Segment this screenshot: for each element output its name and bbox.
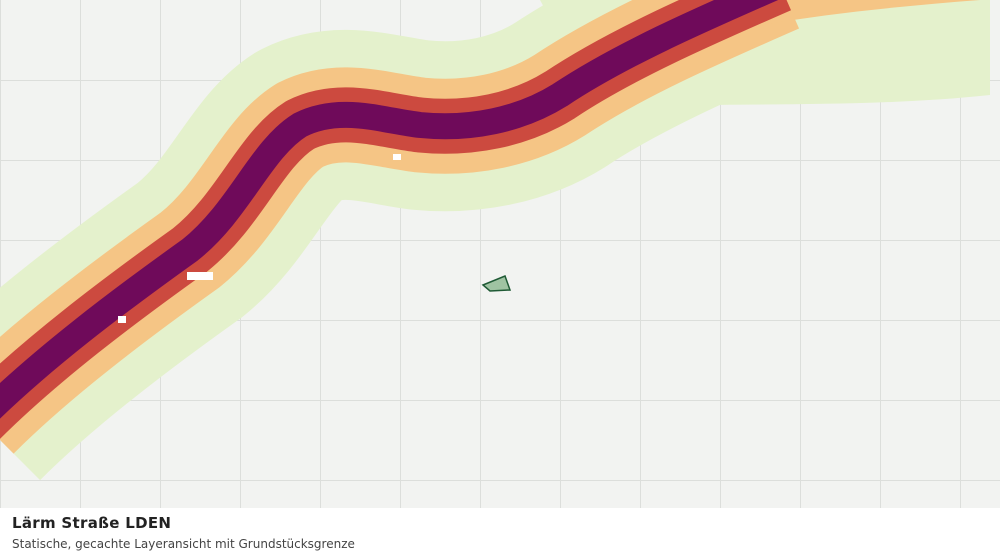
layer-title: Lärm Straße LDEN <box>12 514 172 532</box>
noise-bands <box>0 0 990 481</box>
noise-band-65db <box>0 0 779 419</box>
parcel-boundary <box>481 275 512 292</box>
gaps <box>118 154 401 323</box>
layer-subtitle: Statische, gecachte Layeransicht mit Gru… <box>12 537 355 551</box>
caption: Lärm Straße LDEN Statische, gecachte Lay… <box>12 510 988 551</box>
map <box>0 0 1000 508</box>
